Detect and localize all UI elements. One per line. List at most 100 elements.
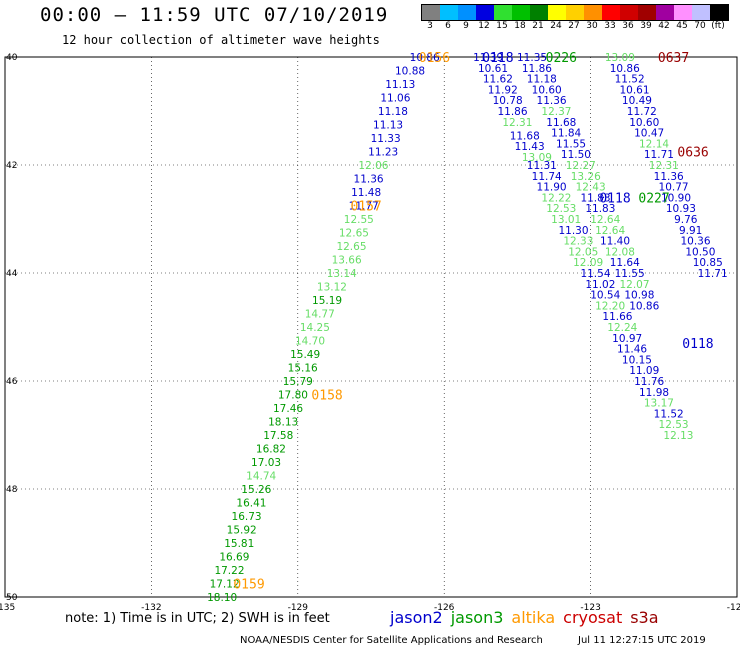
wave-height-value: 10.90: [661, 192, 691, 204]
wave-height-value: 12.05: [568, 246, 598, 258]
wave-height-value: 12.24: [607, 322, 637, 334]
color-scale-swatch: [458, 5, 476, 20]
color-scale-swatch: [422, 5, 440, 20]
wave-height-value: 11.83: [580, 192, 610, 204]
pass-number-label: 0158: [311, 389, 342, 404]
color-scale-label: 33: [604, 21, 616, 31]
wave-height-value: 13.26: [571, 171, 601, 183]
wave-height-value: 11.40: [600, 236, 630, 248]
wave-height-value: 10.97: [612, 333, 642, 345]
pass-number-label: 0118: [482, 51, 513, 66]
satellite-legend: jason2 jason3 altika cryosat s3a: [390, 608, 667, 627]
wave-height-value: 12.31: [649, 160, 679, 172]
latitude-tick-label: 40: [6, 53, 18, 63]
color-scale-swatch: [692, 5, 710, 20]
chart-subtitle: 12 hour collection of altimeter wave hei…: [62, 33, 380, 47]
wave-height-value: 11.66: [602, 311, 632, 323]
wave-height-value: 14.70: [295, 336, 325, 348]
wave-height-value: 13.01: [551, 214, 581, 226]
wave-height-value: 11.90: [537, 182, 567, 194]
pass-number-label: 0226: [546, 51, 577, 66]
wave-height-value: 10.47: [634, 128, 664, 140]
wave-height-value: 11.46: [617, 344, 647, 356]
color-scale-swatch: [584, 5, 602, 20]
wave-height-value: 11.48: [351, 187, 381, 199]
wave-height-value: 13.66: [332, 255, 362, 267]
wave-height-value: 12.53: [546, 203, 576, 215]
wave-height-value: 15.79: [283, 376, 313, 388]
wave-height-value: 18.10: [207, 592, 237, 604]
wave-height-value: 12.37: [541, 106, 571, 118]
latitude-tick-label: 48: [6, 485, 18, 495]
wave-height-value: 17.12: [210, 579, 240, 591]
wave-height-value: 15.49: [290, 349, 320, 361]
wave-height-value: 10.85: [693, 257, 723, 269]
wave-height-value: 10.60: [629, 117, 659, 129]
wave-height-value: 11.98: [639, 387, 669, 399]
wave-height-value: 11.18: [527, 74, 557, 86]
chart-title: 00:00 – 11:59 UTC 07/10/2019: [40, 4, 389, 26]
timestamp-text: Jul 11 12:27:15 UTC 2019: [578, 635, 706, 646]
credit-text: NOAA/NESDIS Center for Satellite Applica…: [240, 635, 543, 646]
wave-height-value: 12.20: [595, 300, 625, 312]
wave-height-value: 12.14: [639, 138, 669, 150]
wave-height-value: 11.92: [488, 84, 518, 96]
wave-height-value: 10.60: [532, 84, 562, 96]
color-scale-label: 3: [427, 21, 433, 31]
wave-height-value: 18.13: [268, 417, 298, 429]
wave-height-value: 11.86: [522, 63, 552, 75]
wave-height-value: 13.14: [327, 268, 357, 280]
color-scale-label: 70: [694, 21, 706, 31]
wave-height-value: 10.50: [685, 246, 715, 258]
color-scale-label: 24: [550, 21, 562, 31]
wave-height-value: 11.13: [373, 120, 403, 132]
wave-height-value: 11.36: [354, 174, 384, 186]
longitude-tick-label: -123: [580, 603, 600, 613]
color-scale-label: 9: [463, 21, 469, 31]
wave-height-value: 12.07: [619, 279, 649, 291]
color-scale-label: 39: [640, 21, 652, 31]
color-scale-swatch: [710, 5, 728, 20]
wave-height-value: 15.92: [227, 525, 257, 537]
wave-height-value: 10.61: [478, 63, 508, 75]
wave-height-value: 15.26: [241, 484, 271, 496]
wave-height-value: 10.88: [395, 66, 425, 78]
pass-number-label: 0118: [682, 337, 713, 352]
note-text: note: 1) Time is in UTC; 2) SWH is in fe…: [65, 611, 330, 626]
wave-height-value: 10.77: [659, 182, 689, 194]
color-scale-bar: [421, 4, 729, 21]
wave-height-value: 16.73: [232, 511, 262, 523]
color-scale-swatch: [512, 5, 530, 20]
wave-height-value: 13.09: [522, 152, 552, 164]
wave-height-value: 12.55: [344, 214, 374, 226]
wave-height-value: 11.02: [585, 279, 615, 291]
wave-height-value: 11.36: [654, 171, 684, 183]
color-scale-swatch: [656, 5, 674, 20]
wave-height-value: 11.23: [368, 147, 398, 159]
wave-height-value: 12.64: [590, 214, 620, 226]
wave-height-value: 14.25: [300, 322, 330, 334]
wave-height-value: 16.41: [236, 498, 266, 510]
wave-height-value: 11.55: [556, 138, 586, 150]
latitude-tick-label: 44: [6, 269, 18, 279]
wave-height-value: 17.58: [263, 430, 293, 442]
pass-number-label: 0156: [419, 51, 450, 66]
color-scale-label: 45: [676, 21, 688, 31]
pass-number-label: 0637: [658, 51, 689, 66]
wave-height-value: 12.22: [541, 192, 571, 204]
color-scale-swatch: [476, 5, 494, 20]
wave-height-value: 10.61: [619, 84, 649, 96]
wave-height-value: 11.35: [517, 52, 547, 64]
color-scale-label: 12: [478, 21, 490, 31]
wave-height-value: 12.09: [573, 257, 603, 269]
wave-height-value: 14.74: [246, 471, 276, 483]
map-frame: [4, 56, 738, 598]
wave-height-value: 12.31: [502, 117, 532, 129]
wave-height-value: 11.76: [634, 376, 664, 388]
wave-height-value: 9.76: [674, 214, 698, 226]
color-scale-label: 6: [445, 21, 451, 31]
pass-number-label: 0636: [677, 146, 708, 161]
wave-height-value: 16.82: [256, 444, 286, 456]
wave-height-value: 12.43: [576, 182, 606, 194]
longitude-tick-label: -120: [727, 603, 740, 613]
